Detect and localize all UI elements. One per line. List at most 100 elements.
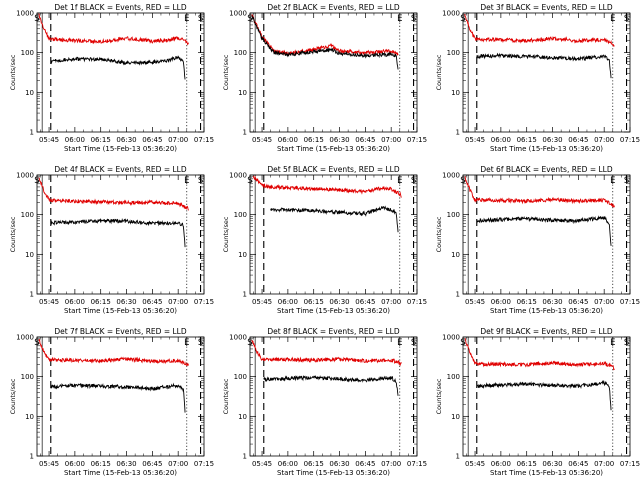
panel-title: Det 4f BLACK = Events, RED = LLD <box>54 165 187 174</box>
marker-label: E <box>184 14 189 24</box>
x-axis-label: Start Time (15-Feb-13 05:36:20) <box>490 469 603 477</box>
marker-label: S <box>460 338 465 348</box>
plot-frame <box>249 12 418 133</box>
x-tick-label: 05:45 <box>39 136 59 144</box>
y-tick-label: 1000 <box>442 334 460 342</box>
marker-label: S <box>411 14 416 24</box>
marker-label: S <box>247 338 252 348</box>
series-lld-line <box>251 13 399 56</box>
x-axis-label: Start Time (15-Feb-13 05:36:20) <box>277 469 390 477</box>
x-tick-label: 07:00 <box>381 460 401 468</box>
y-axis-label: Counts/sec <box>9 216 17 252</box>
y-tick-label: 10 <box>25 413 34 421</box>
panel-title: Det 8f BLACK = Events, RED = LLD <box>267 327 400 336</box>
marker-label: E <box>397 14 402 24</box>
y-tick-label: 1 <box>243 453 247 461</box>
y-tick-label: 1000 <box>442 10 460 18</box>
y-tick-label: 100 <box>21 211 34 219</box>
x-tick-label: 06:30 <box>542 298 562 306</box>
x-axis-label: Start Time (15-Feb-13 05:36:20) <box>277 145 390 153</box>
series-events-line <box>476 52 612 79</box>
x-tick-label: 06:15 <box>517 298 537 306</box>
x-tick-label: 06:15 <box>517 136 537 144</box>
series-events-line <box>50 218 186 248</box>
x-tick-label: 06:45 <box>355 460 375 468</box>
y-tick-label: 1000 <box>229 10 247 18</box>
y-tick-label: 10 <box>451 251 460 259</box>
panel-2: Det 2f BLACK = Events, RED = LLD 1 10 100 10… <box>222 3 427 153</box>
y-tick-label: 1 <box>30 453 34 461</box>
marker-label: S <box>624 338 629 348</box>
x-tick-label: 07:15 <box>194 136 214 144</box>
x-tick-label: 06:00 <box>491 136 511 144</box>
marker-label: S <box>198 176 203 186</box>
x-tick-label: 06:15 <box>91 298 111 306</box>
x-axis-label: Start Time (15-Feb-13 05:36:20) <box>64 469 177 477</box>
x-tick-label: 06:00 <box>491 298 511 306</box>
marker-label: E <box>184 176 189 186</box>
series-lld-line <box>38 339 189 367</box>
panel-7: Det 7f BLACK = Events, RED = LLD 1 10 100 10… <box>9 327 214 477</box>
y-tick-label: 1 <box>243 129 247 137</box>
series-lld-line <box>464 13 615 47</box>
y-tick-label: 1000 <box>16 172 34 180</box>
y-tick-label: 1000 <box>229 334 247 342</box>
plot-frame <box>36 12 205 133</box>
series-events-line <box>50 382 186 413</box>
y-tick-label: 1 <box>30 291 34 299</box>
x-tick-label: 06:15 <box>304 460 324 468</box>
marker-label: S <box>624 176 629 186</box>
x-tick-label: 06:15 <box>91 136 111 144</box>
panel-title: Det 2f BLACK = Events, RED = LLD <box>267 3 400 12</box>
x-tick-label: 05:45 <box>252 298 272 306</box>
x-tick-label: 06:30 <box>542 136 562 144</box>
y-axis-label: Counts/sec <box>9 54 17 90</box>
x-tick-label: 06:00 <box>278 460 298 468</box>
marker-label: E <box>610 14 615 24</box>
x-tick-label: 07:15 <box>407 460 427 468</box>
x-tick-label: 06:30 <box>329 460 349 468</box>
marker-label: S <box>624 14 629 24</box>
marker-label: S <box>198 14 203 24</box>
y-tick-label: 1000 <box>229 172 247 180</box>
series-lld-line <box>253 175 402 198</box>
series-lld-line <box>464 175 615 208</box>
marker-label: S <box>460 176 465 186</box>
y-axis-label: Counts/sec <box>222 378 230 414</box>
x-axis-label: Start Time (15-Feb-13 05:36:20) <box>64 307 177 315</box>
panel-title: Det 9f BLACK = Events, RED = LLD <box>480 327 613 336</box>
y-tick-label: 1 <box>456 129 460 137</box>
series-events-line <box>270 205 399 233</box>
x-tick-label: 07:00 <box>594 136 614 144</box>
x-axis-label: Start Time (15-Feb-13 05:36:20) <box>490 145 603 153</box>
series-lld-line <box>38 177 189 211</box>
y-tick-label: 100 <box>447 211 460 219</box>
y-tick-label: 10 <box>238 413 247 421</box>
panel-8: Det 8f BLACK = Events, RED = LLD 1 10 100 10… <box>222 327 427 477</box>
x-tick-label: 07:00 <box>168 136 188 144</box>
x-tick-label: 07:15 <box>620 298 640 306</box>
plot-frame <box>249 174 418 295</box>
y-tick-label: 1 <box>456 291 460 299</box>
marker-label: E <box>397 338 402 348</box>
series-lld-line <box>38 13 189 46</box>
y-axis-label: Counts/sec <box>9 378 17 414</box>
marker-label: S <box>34 14 39 24</box>
x-tick-label: 06:30 <box>116 460 136 468</box>
x-tick-label: 06:30 <box>116 298 136 306</box>
marker-label: S <box>247 176 252 186</box>
marker-label: S <box>411 176 416 186</box>
marker-label: E <box>397 176 402 186</box>
x-tick-label: 06:00 <box>491 460 511 468</box>
y-tick-label: 100 <box>21 49 34 57</box>
x-tick-label: 05:45 <box>465 136 485 144</box>
panel-title: Det 6f BLACK = Events, RED = LLD <box>480 165 613 174</box>
x-tick-label: 07:15 <box>407 298 427 306</box>
x-tick-label: 07:15 <box>620 136 640 144</box>
marker-label: S <box>34 176 39 186</box>
x-tick-label: 06:45 <box>355 136 375 144</box>
series-lld-line <box>464 337 615 371</box>
x-tick-label: 07:00 <box>594 298 614 306</box>
y-axis-label: Counts/sec <box>222 216 230 252</box>
x-tick-label: 05:45 <box>39 460 59 468</box>
